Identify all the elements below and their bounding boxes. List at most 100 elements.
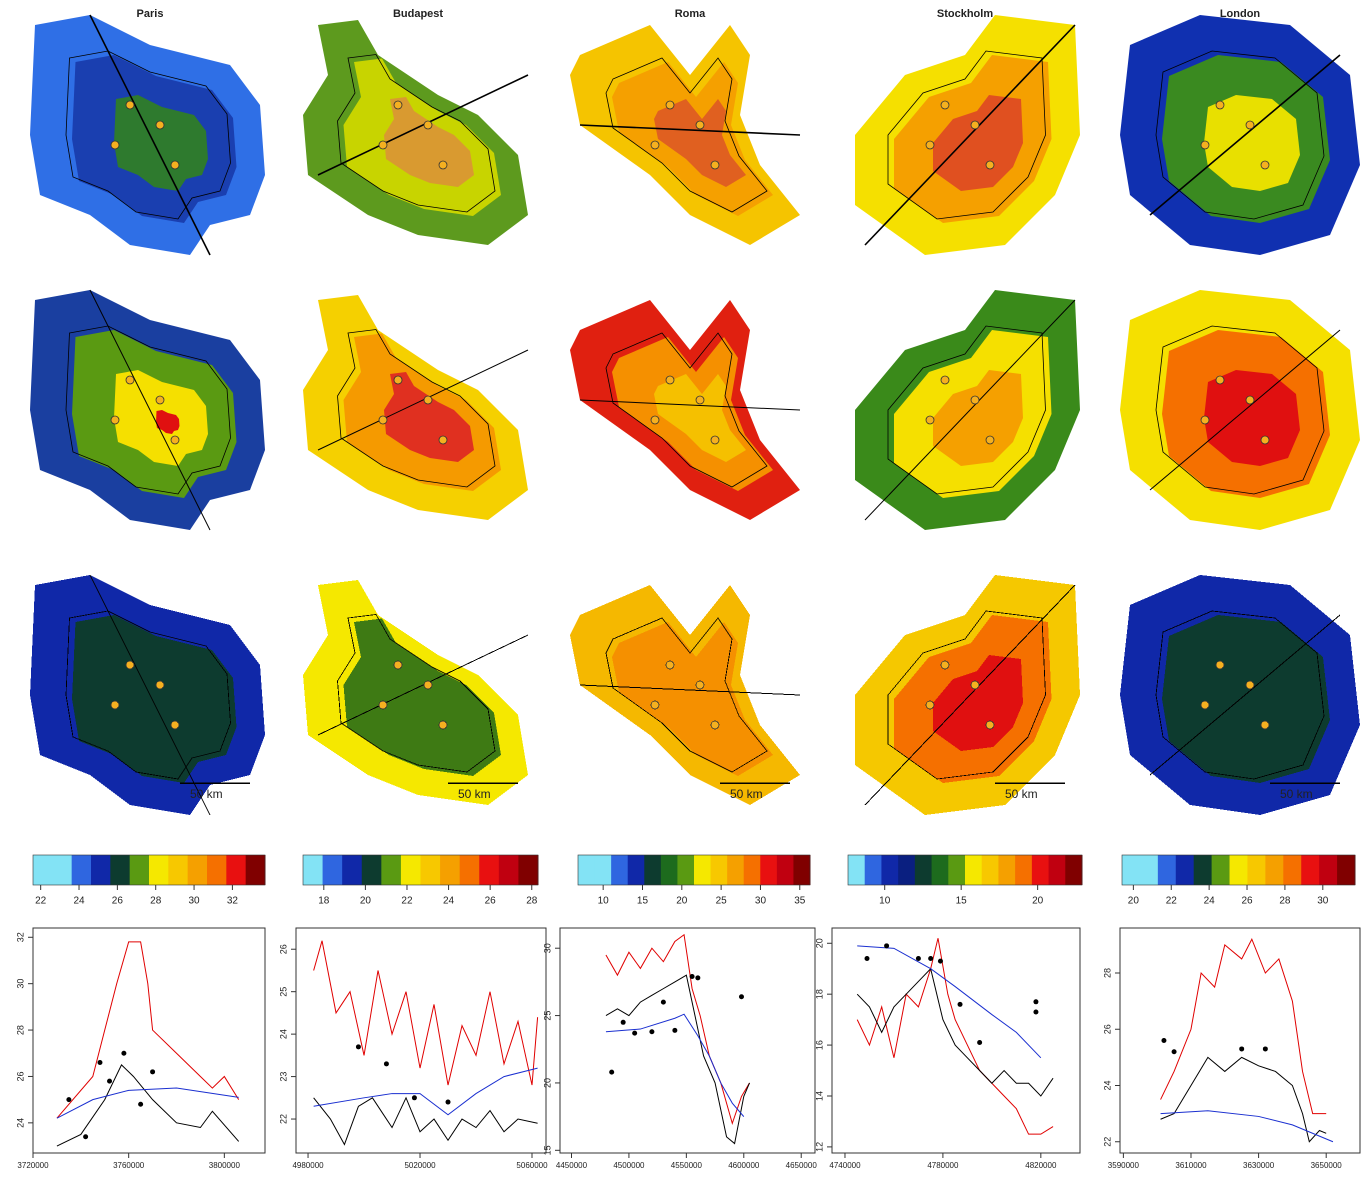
data-point [689, 974, 695, 980]
station [155, 120, 165, 130]
x-tick-label: 4820000 [1025, 1161, 1057, 1170]
station [985, 435, 995, 445]
colorbar-tick-label: 30 [188, 896, 200, 907]
colorbar-cell [1301, 855, 1320, 885]
y-tick-label: 14 [814, 1091, 824, 1101]
station [695, 120, 705, 130]
x-tick-label: 4740000 [829, 1161, 861, 1170]
chart-title: Paris [137, 8, 164, 20]
plot-frame [1119, 927, 1361, 1154]
map: 50 km [570, 585, 801, 805]
colorbar-tick-label: 22 [1166, 896, 1178, 907]
colorbar-cell [931, 855, 949, 885]
colorbar-tick-label: 10 [879, 896, 891, 907]
y-tick-label: 22 [1102, 1137, 1112, 1147]
colorbar-cell [187, 855, 208, 885]
station [695, 395, 705, 405]
x-tick-label: 4980000 [292, 1161, 324, 1170]
station [393, 375, 403, 385]
scale-label: 50 km [1005, 787, 1038, 801]
colorbar-cell [644, 855, 662, 885]
y-tick-label: 24 [1102, 1080, 1112, 1090]
colorbar-cell [1265, 855, 1284, 885]
data-point [928, 956, 934, 962]
colorbar-frame [1121, 854, 1356, 886]
data-line [313, 940, 539, 1086]
city-boundary [887, 610, 1046, 780]
colorbar-cell [1175, 855, 1195, 885]
y-tick-label: 26 [1102, 1024, 1112, 1034]
x-tick-label: 4550000 [671, 1161, 703, 1170]
colorbar-cell [498, 855, 519, 885]
data-point [107, 1078, 113, 1084]
colorbar-cell [1319, 855, 1338, 885]
colorbar-cell [479, 855, 500, 885]
colorbar-cell [1139, 855, 1159, 885]
colorbar-cell [459, 855, 480, 885]
colorbar-cell [881, 855, 899, 885]
colorbar-tick-label: 25 [716, 896, 728, 907]
city-boundary [337, 614, 496, 773]
colorbar-cell [245, 855, 266, 885]
colorbar-tick-label: 10 [598, 896, 610, 907]
city-boundary [65, 325, 231, 495]
colorbar-cell [694, 855, 712, 885]
map [1120, 15, 1360, 255]
colorbar-tick-label: 24 [1204, 896, 1216, 907]
plot-frame [831, 927, 1081, 1154]
x-tick-label: 5020000 [404, 1161, 436, 1170]
station [940, 660, 950, 670]
map-region [933, 655, 1023, 751]
colorbar-cell [1157, 855, 1177, 885]
station [1215, 375, 1225, 385]
data-point [915, 956, 921, 962]
data-point [1171, 1049, 1177, 1055]
map [303, 295, 529, 520]
station [125, 375, 135, 385]
station [393, 660, 403, 670]
data-line [857, 945, 1042, 1059]
y-tick-label: 16 [814, 1040, 824, 1050]
map-region [1162, 615, 1330, 783]
data-line [1160, 1110, 1334, 1143]
map [30, 289, 265, 531]
colorbar-tick-label: 35 [794, 896, 806, 907]
colorbar-tick-label: 22 [401, 896, 413, 907]
transect [89, 14, 211, 256]
city-boundary [337, 329, 496, 488]
colorbar-frame [302, 854, 539, 886]
map [855, 290, 1080, 530]
station [423, 680, 433, 690]
map-region [654, 99, 746, 187]
map: 50 km [855, 575, 1080, 815]
station [650, 415, 660, 425]
data-point [411, 1095, 417, 1101]
data-point [632, 1030, 638, 1036]
y-tick-label: 32 [15, 932, 25, 942]
city-boundary [1155, 325, 1325, 495]
plot-frame [295, 927, 547, 1154]
colorbar-cell [1229, 855, 1248, 885]
station [650, 700, 660, 710]
data-line [1160, 1056, 1327, 1143]
station [970, 680, 980, 690]
station [378, 415, 388, 425]
station [1260, 435, 1270, 445]
data-point [864, 956, 870, 962]
station [970, 395, 980, 405]
city-boundary [65, 50, 231, 220]
station [125, 660, 135, 670]
y-tick-label: 15 [542, 1145, 552, 1155]
city-boundary [1155, 50, 1325, 220]
data-point [1033, 999, 1039, 1005]
colorbar-tick-label: 26 [112, 896, 124, 907]
data-point [1262, 1046, 1268, 1052]
transect [864, 584, 1076, 806]
city-boundary [887, 325, 1046, 495]
colorbar-frame [847, 854, 1083, 886]
colorbar-cell [1337, 855, 1356, 885]
colorbar-tick-label: 26 [1241, 896, 1253, 907]
transect [1149, 54, 1341, 216]
city-boundary [605, 617, 768, 773]
station [423, 395, 433, 405]
